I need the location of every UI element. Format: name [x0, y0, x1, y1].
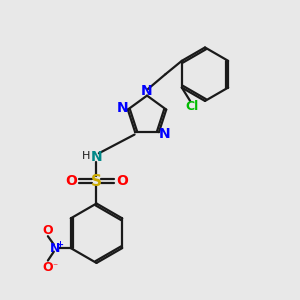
Text: O: O [43, 224, 53, 237]
Text: N: N [50, 242, 61, 255]
Text: O: O [116, 174, 128, 188]
Text: N: N [117, 101, 128, 115]
Text: S: S [91, 174, 102, 189]
Text: Cl: Cl [186, 100, 199, 113]
Text: N: N [91, 150, 102, 164]
Text: O: O [43, 261, 53, 274]
Text: H: H [82, 151, 90, 161]
Text: ⁻: ⁻ [52, 262, 57, 272]
Text: O: O [65, 174, 77, 188]
Text: +: + [56, 240, 63, 249]
Text: N: N [158, 127, 170, 141]
Text: N: N [141, 84, 153, 98]
